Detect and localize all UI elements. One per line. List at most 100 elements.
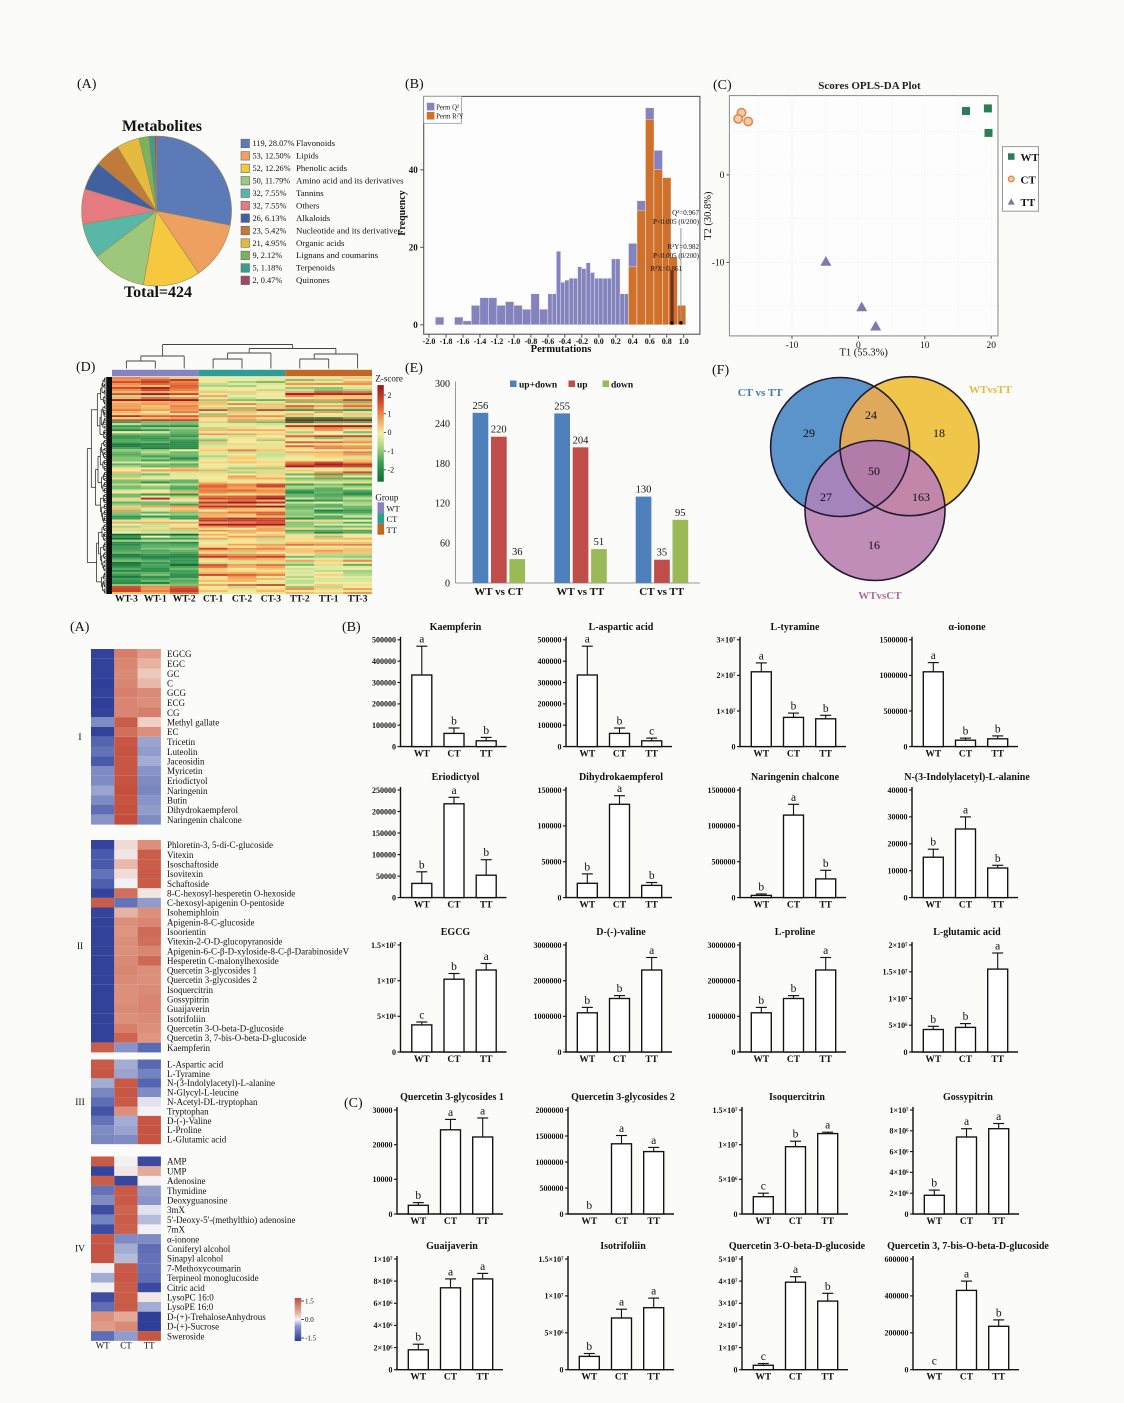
svg-text:500000: 500000 bbox=[884, 707, 908, 716]
svg-text:300: 300 bbox=[435, 379, 450, 390]
svg-text:L-Aspartic acid: L-Aspartic acid bbox=[167, 1059, 224, 1069]
svg-text:Isotrifoliin: Isotrifoliin bbox=[167, 1014, 206, 1024]
svg-text:51: 51 bbox=[594, 537, 605, 548]
svg-text:Isoorientin: Isoorientin bbox=[167, 927, 206, 937]
svg-text:220: 220 bbox=[491, 425, 507, 436]
svg-text:Frequency: Frequency bbox=[397, 190, 408, 235]
svg-text:Isovitexin: Isovitexin bbox=[167, 869, 203, 879]
svg-text:TT: TT bbox=[476, 1217, 489, 1227]
svg-text:Lipids: Lipids bbox=[296, 151, 319, 161]
svg-text:EGCG: EGCG bbox=[167, 649, 192, 659]
svg-text:TT: TT bbox=[992, 1373, 1005, 1383]
svg-text:300000: 300000 bbox=[538, 678, 562, 687]
svg-text:9, 2.12%: 9, 2.12% bbox=[253, 251, 283, 260]
svg-text:150000: 150000 bbox=[538, 786, 562, 795]
svg-text:D-(-)-Valine: D-(-)-Valine bbox=[167, 1116, 211, 1126]
svg-text:GC: GC bbox=[167, 669, 180, 679]
svg-text:CT vs TT: CT vs TT bbox=[738, 387, 784, 399]
svg-text:30000: 30000 bbox=[888, 813, 908, 822]
svg-text:(C): (C) bbox=[713, 78, 732, 93]
svg-text:TT: TT bbox=[991, 1055, 1004, 1065]
svg-text:TT: TT bbox=[819, 900, 832, 910]
svg-text:Flavonoids: Flavonoids bbox=[296, 138, 336, 148]
svg-text:-10: -10 bbox=[712, 258, 725, 268]
svg-text:1.5: 1.5 bbox=[305, 1298, 314, 1306]
svg-text:TT: TT bbox=[991, 900, 1004, 910]
svg-text:WT: WT bbox=[96, 1341, 110, 1351]
svg-text:Organic acids: Organic acids bbox=[296, 238, 345, 248]
svg-text:TT: TT bbox=[144, 1341, 155, 1351]
svg-text:TT: TT bbox=[480, 749, 493, 759]
svg-text:50: 50 bbox=[868, 464, 880, 478]
svg-text:a: a bbox=[419, 634, 424, 646]
svg-text:Total=424: Total=424 bbox=[124, 284, 192, 301]
svg-text:a: a bbox=[619, 1297, 624, 1309]
svg-text:200000: 200000 bbox=[372, 700, 396, 709]
svg-text:(B): (B) bbox=[342, 620, 361, 635]
svg-text:WT-2: WT-2 bbox=[173, 595, 196, 605]
svg-text:Apigenin-8-C-glucoside: Apigenin-8-C-glucoside bbox=[167, 917, 254, 927]
svg-text:3000000: 3000000 bbox=[534, 941, 562, 950]
svg-text:(A): (A) bbox=[77, 77, 97, 92]
svg-text:a: a bbox=[823, 945, 828, 957]
svg-text:b: b bbox=[963, 1011, 969, 1023]
svg-text:6×10⁶: 6×10⁶ bbox=[374, 1299, 394, 1308]
svg-text:CT-2: CT-2 bbox=[232, 595, 252, 605]
svg-text:b: b bbox=[931, 1178, 937, 1190]
svg-text:Adenosine: Adenosine bbox=[167, 1176, 206, 1186]
svg-text:4×10⁶: 4×10⁶ bbox=[374, 1321, 394, 1330]
svg-text:UMP: UMP bbox=[167, 1166, 187, 1176]
svg-text:52, 12.26%: 52, 12.26% bbox=[253, 164, 291, 173]
svg-text:b: b bbox=[451, 716, 457, 728]
svg-text:1500000: 1500000 bbox=[536, 1132, 564, 1141]
svg-text:Guaijaverin: Guaijaverin bbox=[167, 1004, 210, 1014]
svg-text:Dihydrokaempferol: Dihydrokaempferol bbox=[167, 805, 238, 815]
svg-text:a: a bbox=[791, 792, 796, 804]
svg-text:0: 0 bbox=[558, 742, 562, 751]
svg-text:1×10⁷: 1×10⁷ bbox=[719, 1141, 739, 1150]
svg-text:120: 120 bbox=[435, 499, 450, 510]
svg-text:Quercetin 3-glycosides 1: Quercetin 3-glycosides 1 bbox=[167, 966, 257, 976]
svg-text:40: 40 bbox=[409, 165, 419, 175]
svg-text:32, 7.55%: 32, 7.55% bbox=[253, 189, 287, 198]
svg-text:3×10⁷: 3×10⁷ bbox=[717, 636, 737, 645]
svg-text:CT: CT bbox=[787, 900, 801, 910]
svg-text:Vitexin: Vitexin bbox=[167, 850, 194, 860]
svg-text:WTvsTT: WTvsTT bbox=[969, 384, 1012, 396]
svg-text:TT: TT bbox=[476, 1373, 489, 1383]
svg-text:400000: 400000 bbox=[885, 1292, 909, 1301]
svg-text:1×10⁷: 1×10⁷ bbox=[717, 707, 737, 716]
svg-text:2000000: 2000000 bbox=[536, 1106, 564, 1115]
svg-text:b: b bbox=[586, 1341, 592, 1353]
svg-text:b: b bbox=[996, 1307, 1002, 1319]
svg-text:CT: CT bbox=[960, 1217, 974, 1227]
svg-text:-2.0: -2.0 bbox=[423, 337, 436, 346]
svg-text:53, 12.50%: 53, 12.50% bbox=[253, 152, 291, 161]
svg-text:a: a bbox=[480, 1106, 485, 1118]
svg-text:-2: -2 bbox=[388, 466, 395, 475]
svg-text:TT-2: TT-2 bbox=[290, 595, 310, 605]
svg-text:5, 1.18%: 5, 1.18% bbox=[253, 264, 283, 273]
svg-text:Isohemiphloin: Isohemiphloin bbox=[167, 908, 219, 918]
svg-text:a: a bbox=[484, 951, 489, 963]
svg-text:3mX: 3mX bbox=[167, 1205, 186, 1215]
svg-text:Alkaloids: Alkaloids bbox=[296, 213, 331, 223]
svg-text:50000: 50000 bbox=[376, 872, 396, 881]
svg-text:L-proline: L-proline bbox=[775, 927, 816, 938]
svg-text:200000: 200000 bbox=[538, 700, 562, 709]
svg-text:b: b bbox=[995, 723, 1001, 735]
svg-text:TT-1: TT-1 bbox=[319, 595, 339, 605]
svg-text:1000000: 1000000 bbox=[536, 1158, 564, 1167]
svg-text:20000: 20000 bbox=[888, 840, 908, 849]
svg-text:TT: TT bbox=[819, 1055, 832, 1065]
svg-text:a: a bbox=[649, 945, 654, 957]
svg-text:CT: CT bbox=[613, 1055, 627, 1065]
svg-text:CT: CT bbox=[447, 749, 461, 759]
svg-text:0: 0 bbox=[732, 742, 736, 751]
svg-text:Methyl gallate: Methyl gallate bbox=[167, 718, 219, 728]
svg-text:Phloretin-3, 5-di-C-glucoside: Phloretin-3, 5-di-C-glucoside bbox=[167, 840, 273, 850]
svg-text:-1.0: -1.0 bbox=[508, 337, 521, 346]
svg-text:27: 27 bbox=[820, 490, 832, 504]
svg-text:204: 204 bbox=[573, 435, 590, 446]
svg-text:24: 24 bbox=[865, 408, 877, 422]
